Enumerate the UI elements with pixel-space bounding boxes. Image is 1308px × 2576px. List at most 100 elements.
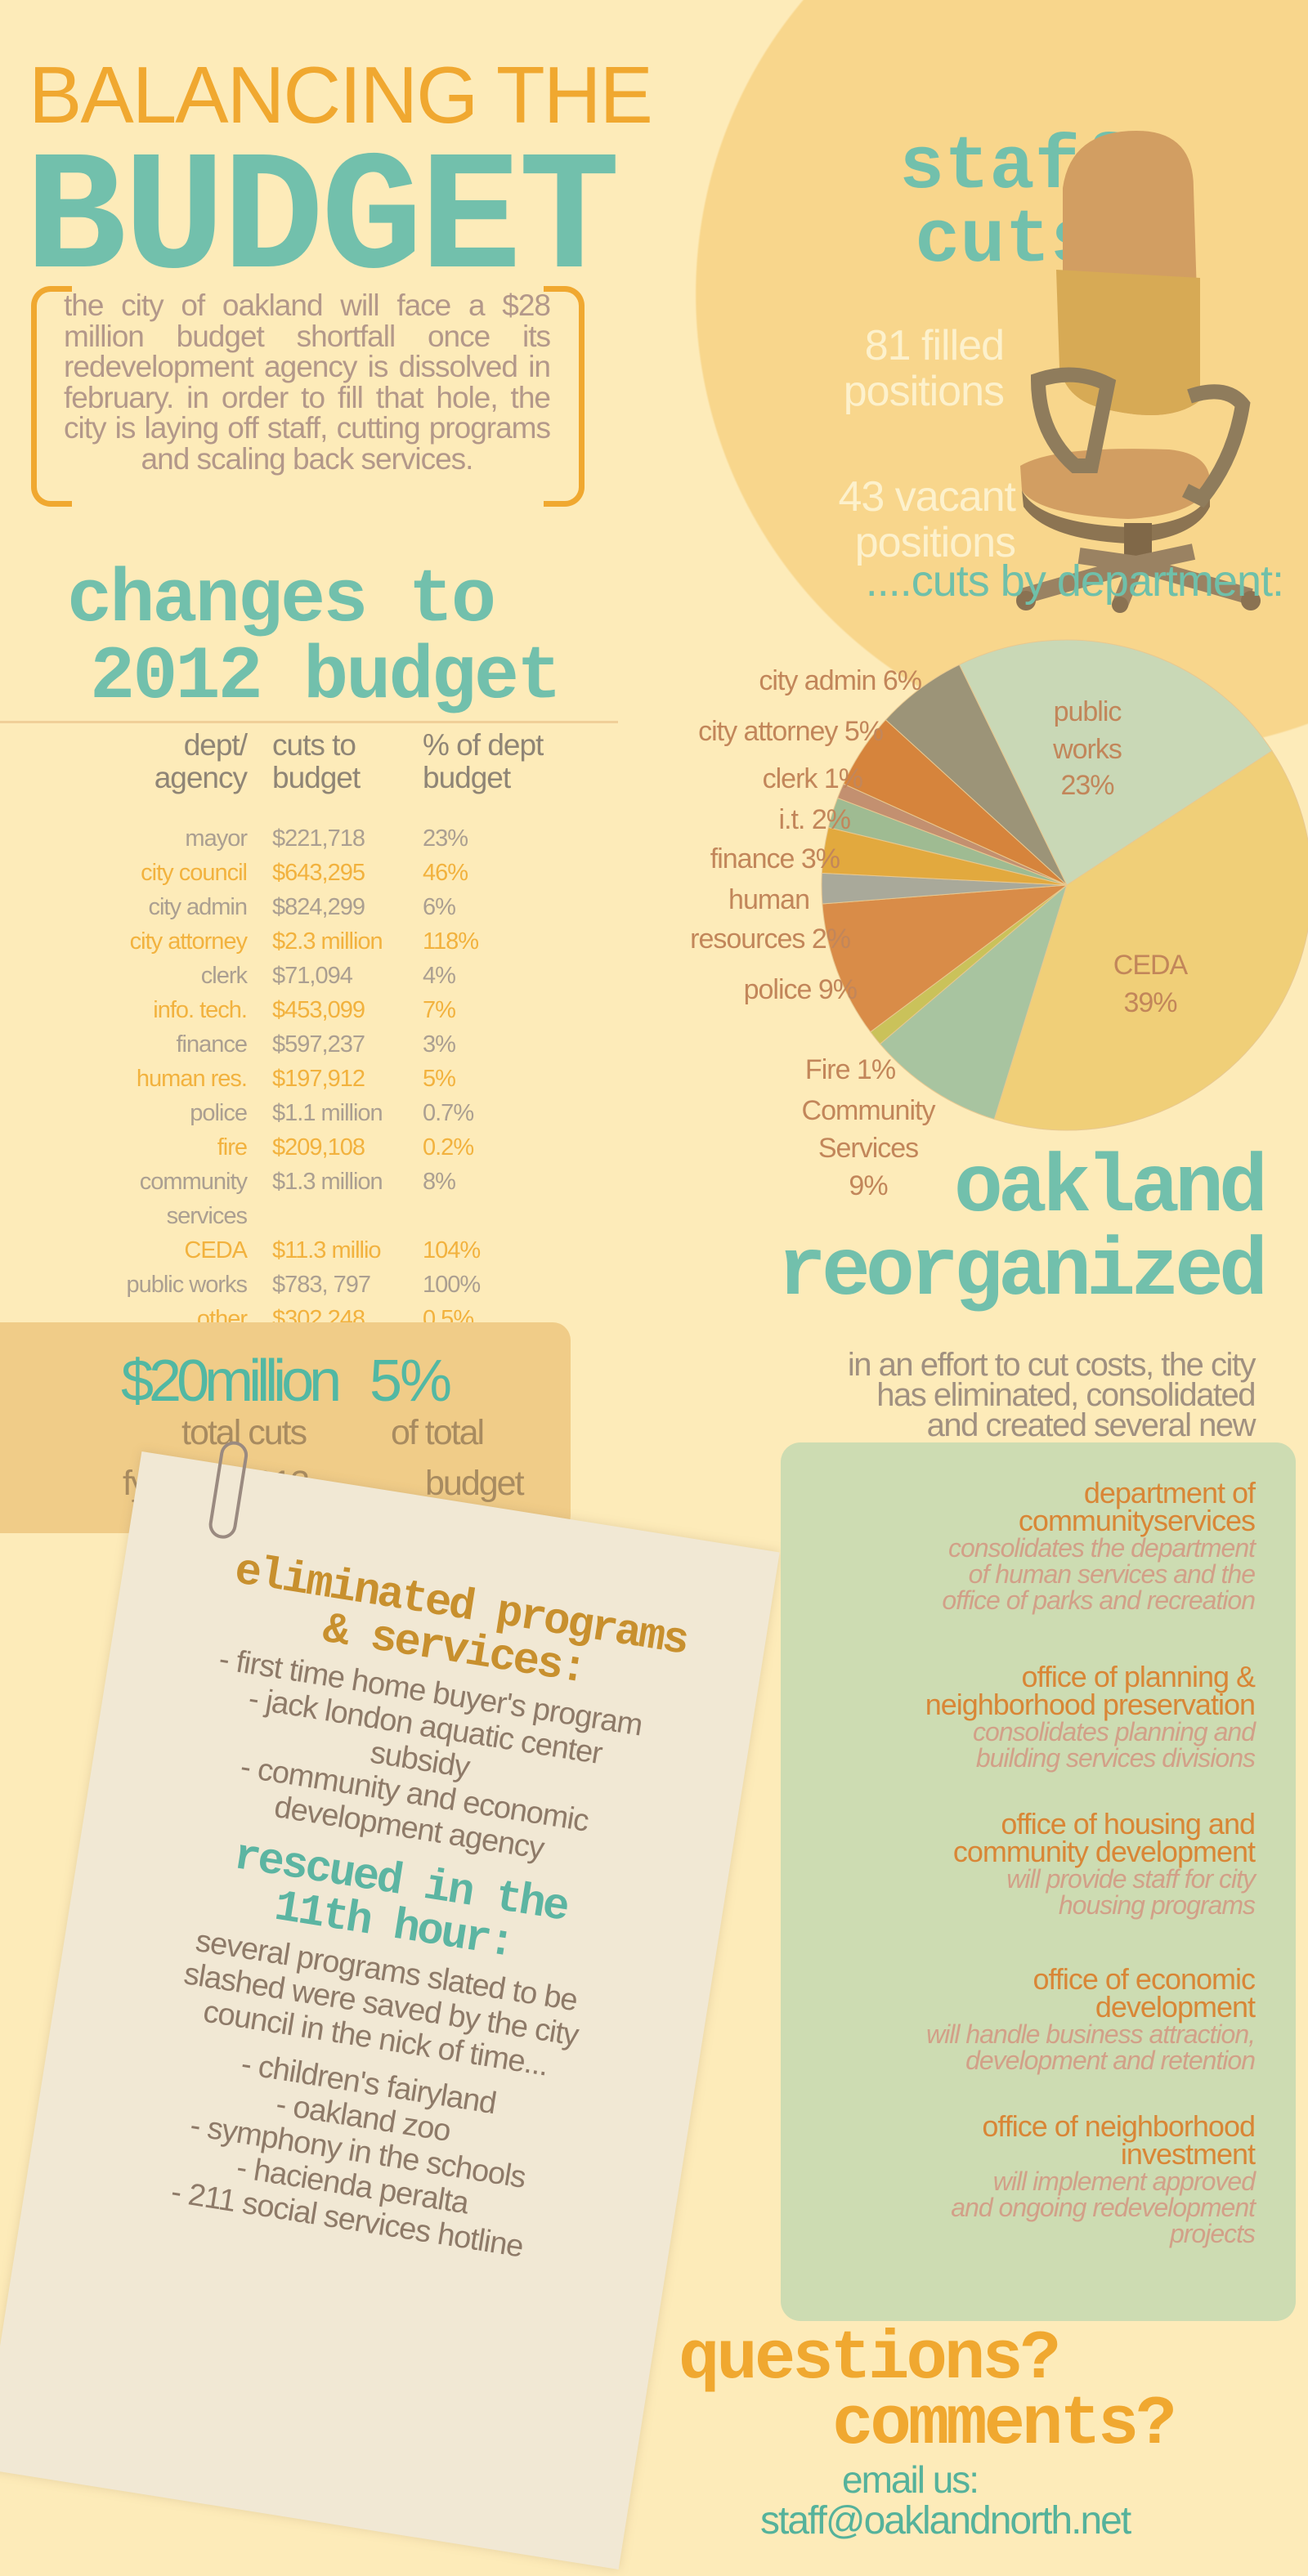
cuts-cell: $71,094	[272, 963, 353, 989]
cuts-cell: $221,718	[272, 825, 365, 852]
dept-cell: city attorney	[129, 928, 248, 955]
total-cuts-amount: $20million	[121, 1348, 342, 1414]
department-description: and ongoing redevelopment	[951, 2193, 1256, 2222]
pie-slice-police	[822, 884, 1068, 1033]
department-name: office of housing and	[1001, 1807, 1256, 1840]
department-name: development	[1095, 1990, 1256, 2024]
list-item: in an effort to cut costs, the city	[847, 1347, 1256, 1383]
cuts-cell: $209,108	[272, 1134, 365, 1161]
cuts-cell: $2.3 million	[272, 928, 383, 955]
department-name: office of neighborhood	[982, 2109, 1256, 2143]
pie-label: Fire 1%	[805, 1054, 896, 1085]
pie-label: works	[1052, 734, 1122, 765]
department-description: of human services and the	[968, 1559, 1256, 1589]
changes-title: changes to 2012 budget	[67, 557, 562, 720]
pie-label: i.t. 2%	[779, 804, 851, 835]
pie-slice-public-works	[958, 639, 1273, 886]
pct-cell: 100%	[423, 1272, 481, 1298]
pct-label-line2: budget	[425, 1464, 525, 1503]
pie-label: human	[728, 884, 809, 915]
pct-cell: 23%	[423, 825, 468, 852]
reorganized-title: oakland reorganized	[777, 1143, 1268, 1319]
cuts-cell: $1.1 million	[272, 1100, 383, 1126]
pct-cell: 5%	[423, 1066, 456, 1092]
pie-label: police 9%	[744, 974, 858, 1005]
cuts-by-department-pie-chart: public works 23% CEDA 39% Community Services 9%…	[690, 639, 1308, 1201]
dept-cell: CEDA	[184, 1237, 248, 1263]
pct-cell: 0.7%	[423, 1100, 474, 1126]
changes-title-line1: changes to	[67, 557, 496, 643]
pie-slice-community-services	[879, 883, 1068, 1120]
left-brace	[31, 286, 72, 507]
total-cuts-label: total cuts	[181, 1413, 307, 1452]
cuts-cell: $597,237	[272, 1031, 365, 1058]
pie-label: 39%	[1123, 987, 1177, 1018]
header-dept: dept/agency	[154, 728, 248, 794]
changes-title-line2: 2012 budget	[90, 634, 562, 720]
pie-label: finance 3%	[710, 843, 840, 874]
pct-cell: 118%	[423, 928, 479, 955]
dept-cell: info. tech.	[153, 997, 248, 1023]
header-pct: % of dept budget	[423, 728, 544, 794]
title-budget: BUDGET	[25, 126, 620, 318]
pie-label: public	[1054, 696, 1122, 727]
pie-label: city admin 6%	[759, 665, 921, 696]
department-name: neighborhood preservation	[925, 1688, 1256, 1721]
cuts-cell: $197,912	[272, 1066, 365, 1092]
pie-chart-title: ....cuts by department:	[865, 557, 1284, 606]
pie-label: CEDA	[1113, 950, 1189, 981]
department-name: communityservices	[1018, 1504, 1256, 1537]
email-link[interactable]: staff@oaklandnorth.net	[760, 2499, 1131, 2542]
dept-cell: human res.	[136, 1066, 248, 1092]
cuts-cell: $824,299	[272, 894, 365, 920]
pct-cell: 6%	[423, 894, 456, 920]
dept-cell: finance	[176, 1031, 248, 1058]
department-name: office of economic	[1033, 1962, 1256, 1996]
pie-label: Community	[802, 1095, 936, 1126]
pct-cell: 46%	[423, 860, 468, 886]
department-description: consolidates the department	[947, 1533, 1256, 1563]
right-brace	[544, 286, 585, 507]
title-balancing-the: BALANCING THE	[29, 50, 653, 140]
pct-label-line1: of total	[391, 1413, 485, 1452]
dept-cell: police	[190, 1100, 248, 1126]
vacant-positions: 43 vacant positions	[785, 473, 1017, 566]
cuts-cell: $453,099	[272, 997, 365, 1023]
paper-note: eliminated programs & services: - first t…	[0, 1439, 780, 2570]
vacant-count: 43 vacant	[838, 473, 1017, 521]
filled-positions: 81 filled positions	[785, 322, 1005, 415]
dept-cell: city council	[141, 860, 248, 886]
total-cuts-pct: 5%	[370, 1348, 452, 1414]
pie-label: 23%	[1060, 770, 1114, 801]
cuts-cell: $1.3 million	[272, 1169, 383, 1195]
divider	[0, 721, 618, 723]
filled-count: 81 filled	[864, 322, 1005, 369]
dept-cell: public works	[126, 1272, 248, 1298]
department-description: will handle business attraction,	[925, 2019, 1256, 2049]
list-item: has eliminated, consolidated	[876, 1377, 1256, 1413]
department-item: department of communityservices consolidat…	[942, 1476, 1256, 1615]
dept-cell: fire	[217, 1134, 248, 1161]
department-item: office of planning & neighborhood preserv…	[925, 1662, 1256, 1773]
cuts-cell: $783, 797	[272, 1272, 371, 1298]
department-description: office of parks and recreation	[942, 1585, 1256, 1615]
cuts-cell: $643,295	[272, 860, 365, 886]
pie-label: city attorney 5%	[698, 716, 884, 747]
dept-cell: clerk	[200, 963, 248, 989]
pie-label: 9%	[849, 1170, 888, 1201]
department-description: projects	[1169, 2219, 1256, 2248]
pct-cell: 104%	[423, 1237, 481, 1263]
new-departments-panel: department of communityservices consolidat…	[781, 1442, 1296, 2321]
filled-label: positions	[843, 368, 1005, 415]
pct-cell: 0.2%	[423, 1134, 474, 1161]
dept-cell: community services	[139, 1169, 248, 1229]
department-description: development and retention	[965, 2046, 1256, 2075]
cuts-cell: $11.3 millio	[272, 1237, 382, 1263]
department-name: department of	[1083, 1476, 1256, 1509]
department-description: building services divisions	[975, 1743, 1256, 1773]
questions-comments-heading: questions? comments?	[679, 2321, 1177, 2464]
list-item: and created several new	[926, 1407, 1256, 1443]
department-description: housing programs	[1058, 1890, 1256, 1920]
office-chair-icon	[1016, 131, 1261, 613]
pie-label: Services	[818, 1133, 918, 1164]
